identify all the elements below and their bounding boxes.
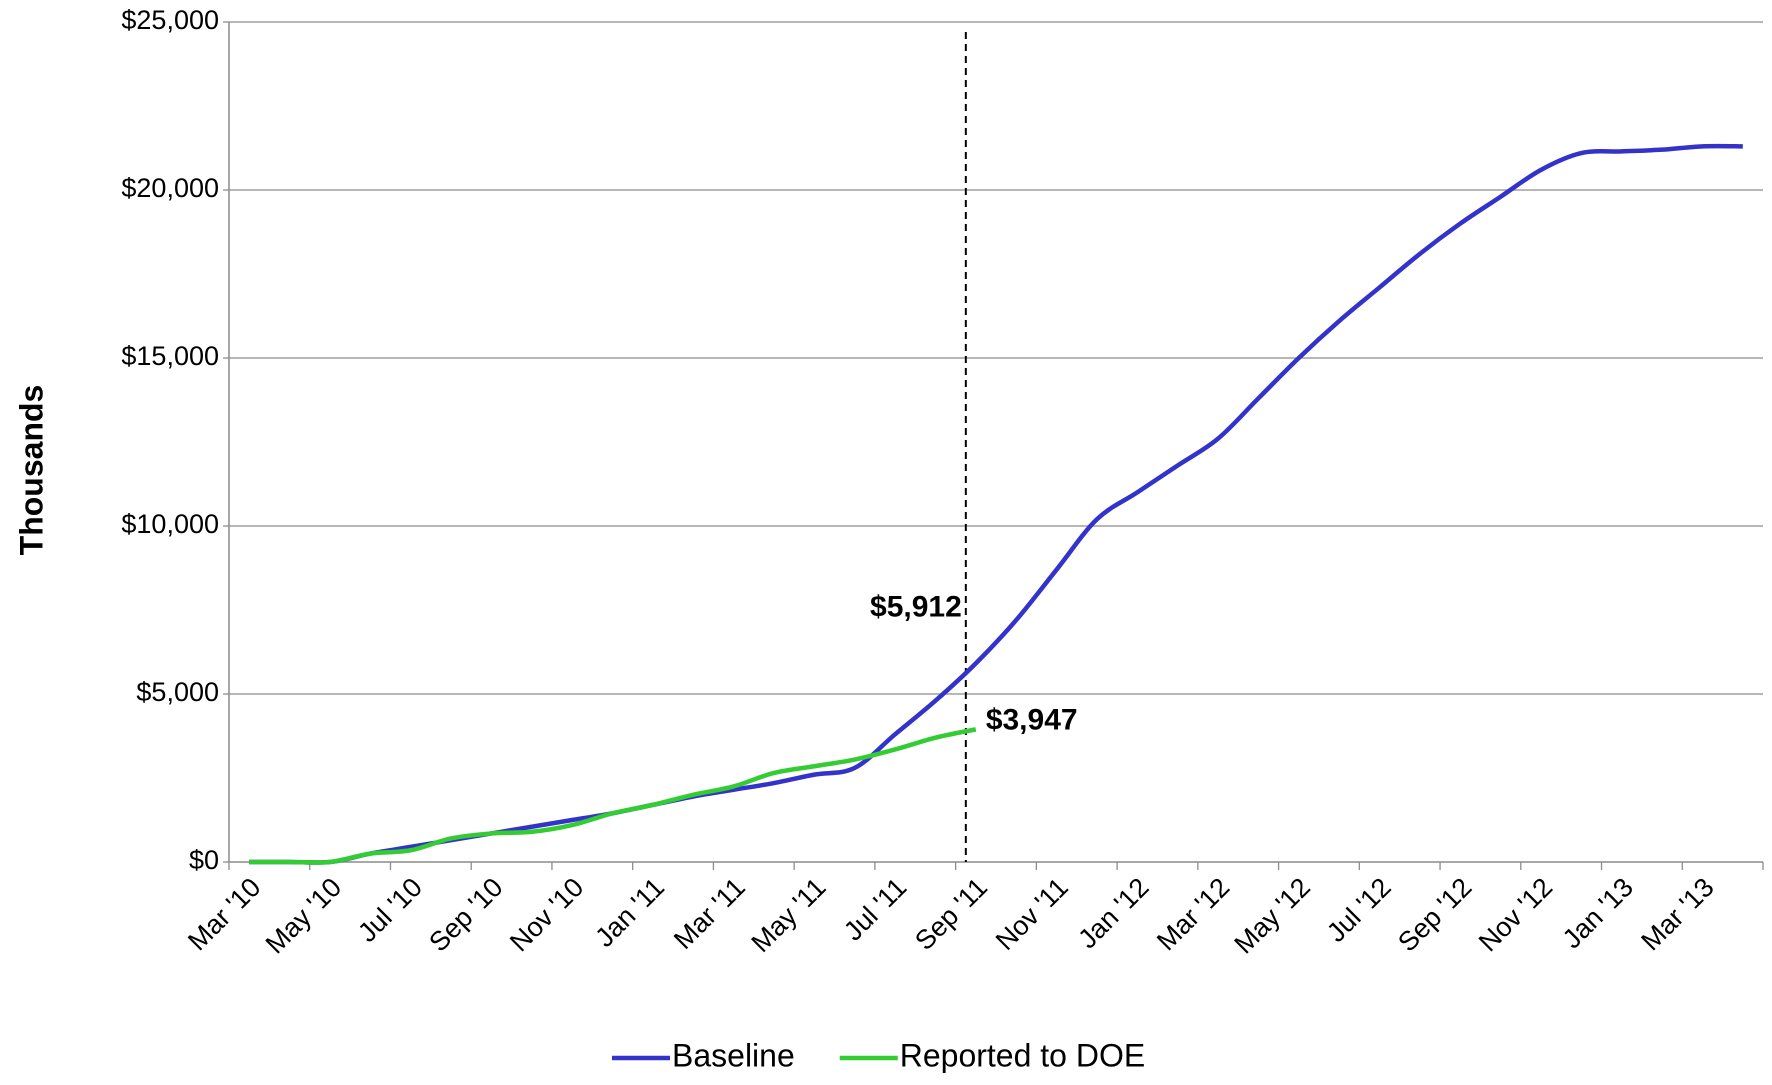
x-tick-label: Mar '13 bbox=[1635, 872, 1719, 956]
x-tick-label: Sep '11 bbox=[909, 872, 993, 956]
y-tick-label: $0 bbox=[189, 845, 219, 875]
x-tick-label: May '12 bbox=[1229, 872, 1316, 959]
x-tick-label: Nov '12 bbox=[1473, 872, 1558, 957]
data-label: $5,912 bbox=[870, 590, 962, 623]
y-tick-label: $10,000 bbox=[121, 509, 219, 539]
x-tick-label: Sep '10 bbox=[423, 872, 508, 957]
x-tick-label: Mar '12 bbox=[1151, 872, 1235, 956]
legend-label: Reported to DOE bbox=[900, 1037, 1145, 1073]
x-tick-label: Jul '10 bbox=[352, 872, 428, 948]
series-line bbox=[249, 143, 1743, 865]
data-label: $3,947 bbox=[986, 703, 1078, 736]
x-tick-label: Jan '13 bbox=[1557, 872, 1639, 954]
x-tick-label: Jan '11 bbox=[589, 872, 670, 953]
y-tick-label: $5,000 bbox=[136, 677, 219, 707]
x-tick-label: Jul '12 bbox=[1321, 872, 1397, 948]
legend-label: Baseline bbox=[672, 1037, 795, 1073]
x-tick-label: Nov '10 bbox=[504, 872, 589, 957]
y-axis-title: Thousands bbox=[13, 385, 49, 556]
x-tick-label: Mar '10 bbox=[182, 872, 266, 956]
x-tick-label: Jul '11 bbox=[838, 872, 912, 946]
x-tick-label: Sep '12 bbox=[1392, 872, 1477, 957]
x-tick-label: May '11 bbox=[746, 872, 832, 958]
x-tick-label: May '10 bbox=[260, 872, 347, 959]
y-tick-label: $15,000 bbox=[121, 341, 219, 371]
series-line bbox=[249, 727, 977, 865]
x-tick-label: Mar '11 bbox=[668, 872, 751, 955]
y-tick-label: $20,000 bbox=[121, 173, 219, 203]
x-tick-label: Nov '11 bbox=[990, 872, 1074, 956]
y-tick-label: $25,000 bbox=[121, 5, 219, 35]
x-tick-label: Jan '12 bbox=[1072, 872, 1154, 954]
